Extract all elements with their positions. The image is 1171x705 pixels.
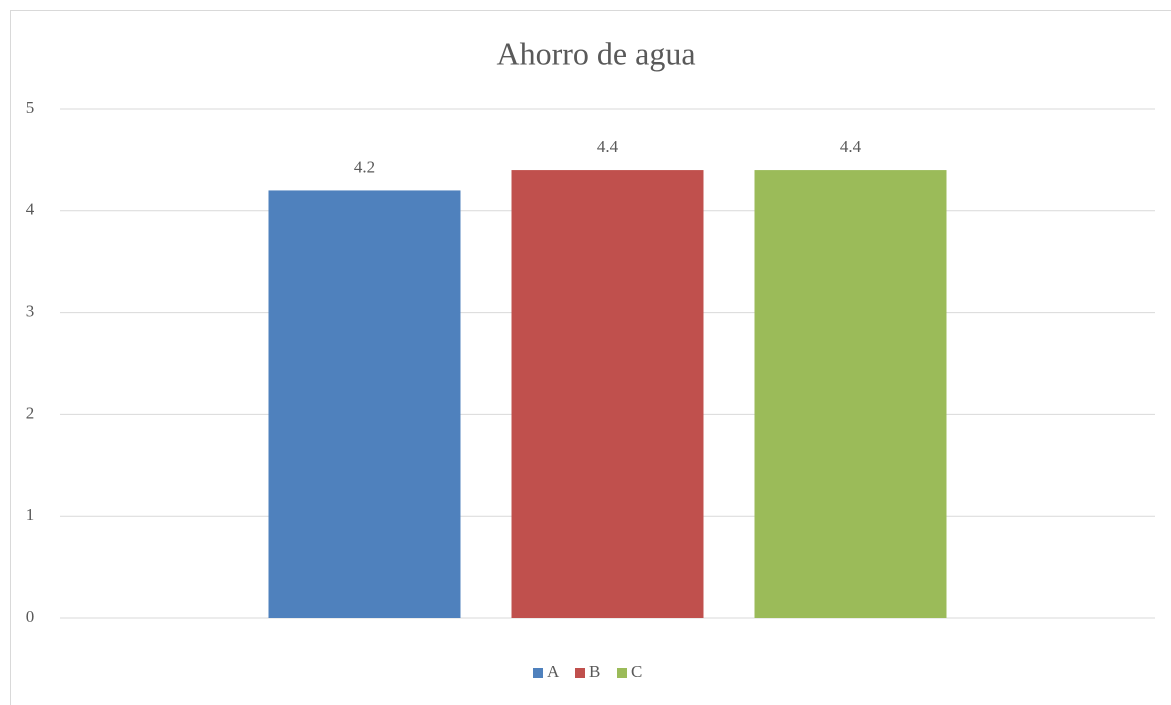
chart-title: Ahorro de agua	[496, 35, 695, 71]
y-tick-label: 1	[26, 505, 35, 524]
value-label: 4.4	[840, 137, 862, 156]
bar	[268, 190, 461, 618]
y-tick-label: 3	[26, 302, 35, 321]
y-tick-label: 4	[26, 200, 35, 219]
bar	[754, 170, 947, 618]
value-label: 4.2	[354, 157, 375, 176]
y-tick-label: 2	[26, 403, 35, 422]
legend-swatch	[617, 668, 627, 678]
bar	[511, 170, 704, 618]
legend-label: C	[631, 662, 642, 681]
legend-label: B	[589, 662, 600, 681]
value-label: 4.4	[597, 137, 619, 156]
y-tick-label: 0	[26, 607, 35, 626]
legend-swatch	[533, 668, 543, 678]
y-tick-label: 5	[26, 98, 35, 117]
legend-swatch	[575, 668, 585, 678]
legend-label: A	[547, 662, 560, 681]
